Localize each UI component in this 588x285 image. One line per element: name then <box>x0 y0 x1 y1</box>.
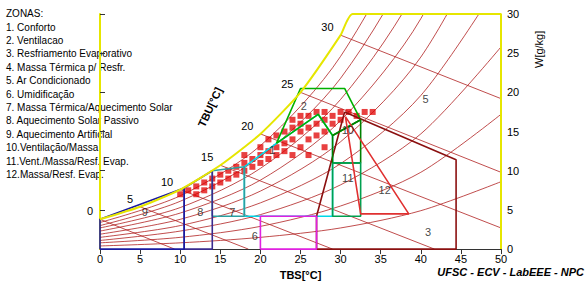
svg-text:1. Conforto: 1. Conforto <box>6 22 56 33</box>
svg-text:9. Aquecimento Artificial: 9. Aquecimento Artificial <box>6 129 112 140</box>
svg-text:45: 45 <box>455 253 467 265</box>
svg-text:1: 1 <box>269 144 275 156</box>
svg-text:0: 0 <box>97 253 103 265</box>
svg-text:12: 12 <box>379 184 391 196</box>
svg-text:40: 40 <box>415 253 427 265</box>
svg-text:7: 7 <box>229 206 235 218</box>
svg-text:20: 20 <box>241 120 253 132</box>
svg-text:3: 3 <box>425 226 431 238</box>
svg-text:5: 5 <box>127 193 133 205</box>
svg-text:8: 8 <box>197 206 203 218</box>
svg-text:30: 30 <box>334 253 346 265</box>
svg-text:0: 0 <box>507 243 513 255</box>
svg-text:50: 50 <box>495 253 507 265</box>
svg-text:10: 10 <box>342 124 354 136</box>
svg-text:25: 25 <box>281 78 293 90</box>
svg-text:TBS[°C]: TBS[°C] <box>280 269 322 281</box>
svg-text:ZONAS:: ZONAS: <box>6 8 43 19</box>
svg-text:15: 15 <box>214 253 226 265</box>
svg-text:10: 10 <box>174 253 186 265</box>
svg-text:10: 10 <box>161 176 173 188</box>
svg-text:UFSC - ECV - LabEEE - NPC: UFSC - ECV - LabEEE - NPC <box>437 266 585 278</box>
svg-text:30: 30 <box>321 21 333 33</box>
svg-text:10.Ventilação/Massa: 10.Ventilação/Massa <box>6 142 99 153</box>
svg-text:20: 20 <box>254 253 266 265</box>
svg-text:20: 20 <box>507 86 519 98</box>
svg-text:15: 15 <box>201 151 213 163</box>
svg-text:5: 5 <box>423 93 429 105</box>
svg-text:W[g/kg]: W[g/kg] <box>533 31 545 68</box>
svg-text:35: 35 <box>375 253 387 265</box>
svg-text:11.Vent./Massa/Resf. Evap.: 11.Vent./Massa/Resf. Evap. <box>6 156 129 167</box>
svg-text:30: 30 <box>507 8 519 20</box>
svg-text:15: 15 <box>507 126 519 138</box>
svg-text:2. Ventilacao: 2. Ventilacao <box>6 35 64 46</box>
svg-text:12.Massa/Resf. Evap.: 12.Massa/Resf. Evap. <box>6 169 104 180</box>
svg-text:6: 6 <box>252 230 258 242</box>
svg-text:11: 11 <box>342 172 353 184</box>
svg-text:6. Umidificação: 6. Umidificação <box>6 89 75 100</box>
svg-text:25: 25 <box>294 253 306 265</box>
svg-text:3. Resfriamento Evaporativo: 3. Resfriamento Evaporativo <box>6 48 133 59</box>
svg-text:7. Massa Térmica/Aquecimento S: 7. Massa Térmica/Aquecimento Solar <box>6 102 173 113</box>
svg-text:5: 5 <box>137 253 143 265</box>
svg-text:5: 5 <box>507 204 513 216</box>
svg-text:2: 2 <box>301 100 307 112</box>
svg-text:5. Ar Condicionado: 5. Ar Condicionado <box>6 75 91 86</box>
svg-text:8. Aquecimento Solar Passivo: 8. Aquecimento Solar Passivo <box>6 115 139 126</box>
svg-text:10: 10 <box>507 165 519 177</box>
svg-text:9: 9 <box>142 206 148 218</box>
svg-text:0: 0 <box>87 205 93 217</box>
svg-text:TBU[°C]: TBU[°C] <box>196 85 225 129</box>
svg-text:4. Massa Térmica p/ Resfr.: 4. Massa Térmica p/ Resfr. <box>6 62 125 73</box>
svg-text:25: 25 <box>507 47 519 59</box>
